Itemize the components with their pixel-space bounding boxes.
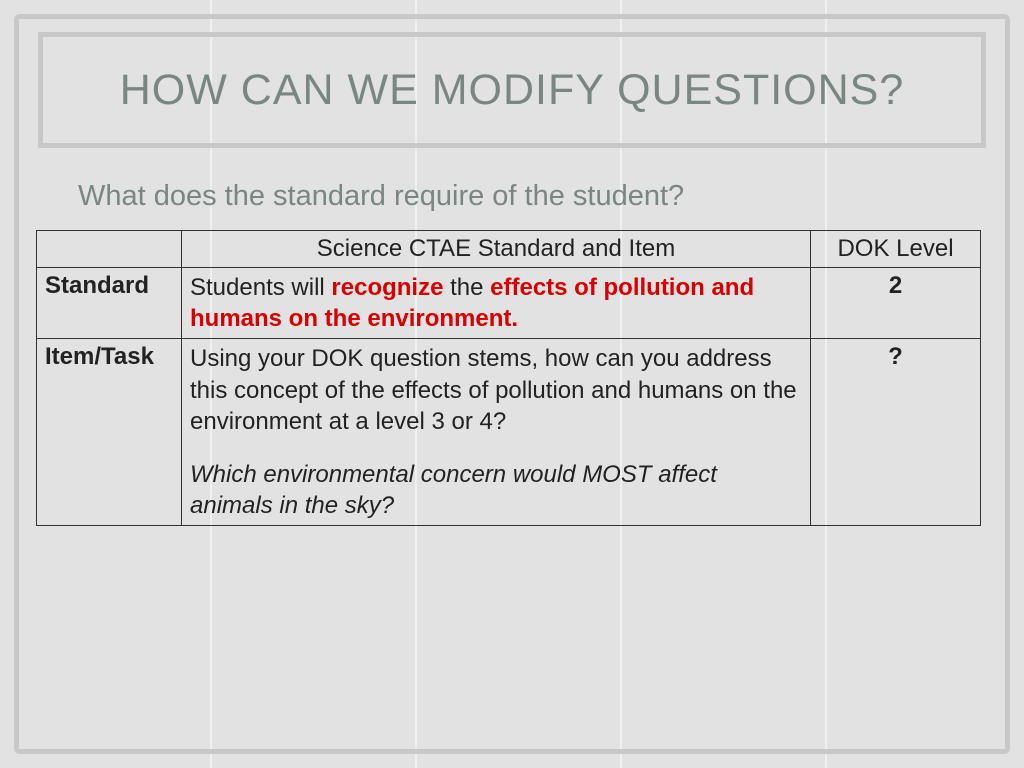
table-row: Item/Task Using your DOK question stems,… xyxy=(37,339,981,526)
header-standard-item: Science CTAE Standard and Item xyxy=(182,231,811,268)
table-row: Standard Students will recognize the eff… xyxy=(37,268,981,339)
item-main-text: Using your DOK question stems, how can y… xyxy=(190,345,797,434)
header-dok-level: DOK Level xyxy=(811,231,981,268)
row-label-item: Item/Task xyxy=(37,339,182,526)
row-label-standard: Standard xyxy=(37,268,182,339)
standard-prefix: Students will xyxy=(190,274,331,301)
table-header-row: Science CTAE Standard and Item DOK Level xyxy=(37,231,981,268)
standard-mid: the xyxy=(443,274,490,301)
dok-value-item: ? xyxy=(811,339,981,526)
page-title: HOW CAN WE MODIFY QUESTIONS? xyxy=(120,66,905,115)
subtitle: What does the standard require of the st… xyxy=(78,180,684,213)
title-box: HOW CAN WE MODIFY QUESTIONS? xyxy=(38,32,986,148)
dok-table: Science CTAE Standard and Item DOK Level… xyxy=(36,230,981,526)
standard-red-recognize: recognize xyxy=(331,274,443,301)
header-blank xyxy=(37,231,182,268)
item-italic-question: Which environmental concern would MOST a… xyxy=(190,459,802,521)
item-text: Using your DOK question stems, how can y… xyxy=(182,339,811,526)
dok-value-standard: 2 xyxy=(811,268,981,339)
standard-text: Students will recognize the effects of p… xyxy=(182,268,811,339)
